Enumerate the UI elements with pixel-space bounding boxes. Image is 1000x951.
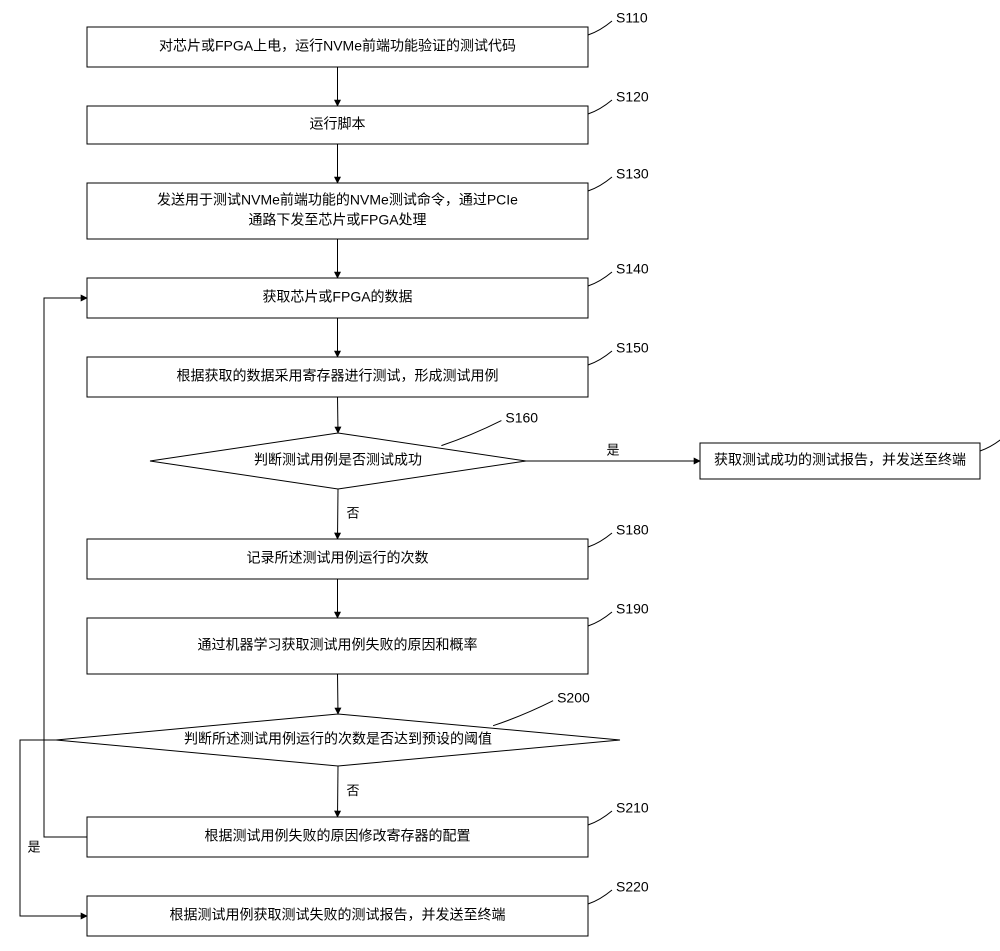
flow-edge (338, 397, 339, 433)
flow-edge (44, 298, 87, 837)
ref-line (588, 177, 612, 191)
ref-line (588, 272, 612, 286)
step-label: S180 (616, 522, 649, 538)
step-text: 记录所述测试用例运行的次数 (247, 550, 429, 566)
ref-line (588, 100, 612, 114)
ref-line (588, 612, 612, 626)
step-text: 发送用于测试NVMe前端功能的NVMe测试命令，通过PCIe (157, 192, 518, 208)
step-label: S200 (557, 689, 590, 705)
step-text: 对芯片或FPGA上电，运行NVMe前端功能验证的测试代码 (159, 38, 516, 54)
step-label: S130 (616, 166, 649, 182)
flow-edge (20, 740, 87, 916)
step-label: S120 (616, 89, 649, 105)
ref-line (588, 351, 612, 365)
step-text: 通路下发至芯片或FPGA处理 (248, 212, 426, 228)
ref-line (588, 890, 612, 904)
step-label: S140 (616, 261, 649, 277)
flow-edge (338, 766, 339, 817)
step-label: S210 (616, 800, 649, 816)
decision-text: 判断测试用例是否测试成功 (254, 452, 422, 468)
ref-line (588, 21, 612, 35)
step-text: 根据获取的数据采用寄存器进行测试，形成测试用例 (177, 368, 499, 384)
ref-line (493, 701, 553, 726)
ref-line (441, 421, 501, 446)
step-label: S150 (616, 340, 649, 356)
step-label: S160 (505, 409, 538, 425)
edge-label-no: 否 (346, 505, 359, 520)
edge-label-yes: 是 (606, 442, 619, 457)
ref-line (588, 533, 612, 547)
step-label: S190 (616, 601, 649, 617)
step-text: 根据测试用例获取测试失败的测试报告，并发送至终端 (170, 907, 506, 923)
step-text: 获取测试成功的测试报告，并发送至终端 (714, 452, 966, 468)
ref-line (980, 437, 1000, 451)
step-text: 根据测试用例失败的原因修改寄存器的配置 (205, 828, 471, 844)
edge-label-no: 否 (346, 783, 359, 798)
step-label: S110 (616, 10, 648, 26)
ref-line (588, 811, 612, 825)
step-label: S220 (616, 879, 649, 895)
decision-text: 判断所述测试用例运行的次数是否达到预设的阈值 (184, 731, 492, 747)
flow-edge (338, 489, 339, 539)
step-text: 运行脚本 (310, 116, 366, 132)
step-text: 通过机器学习获取测试用例失败的原因和概率 (198, 637, 478, 653)
step-text: 获取芯片或FPGA的数据 (262, 289, 412, 305)
edge-label-yes: 是 (27, 839, 40, 854)
flow-edge (338, 674, 339, 714)
